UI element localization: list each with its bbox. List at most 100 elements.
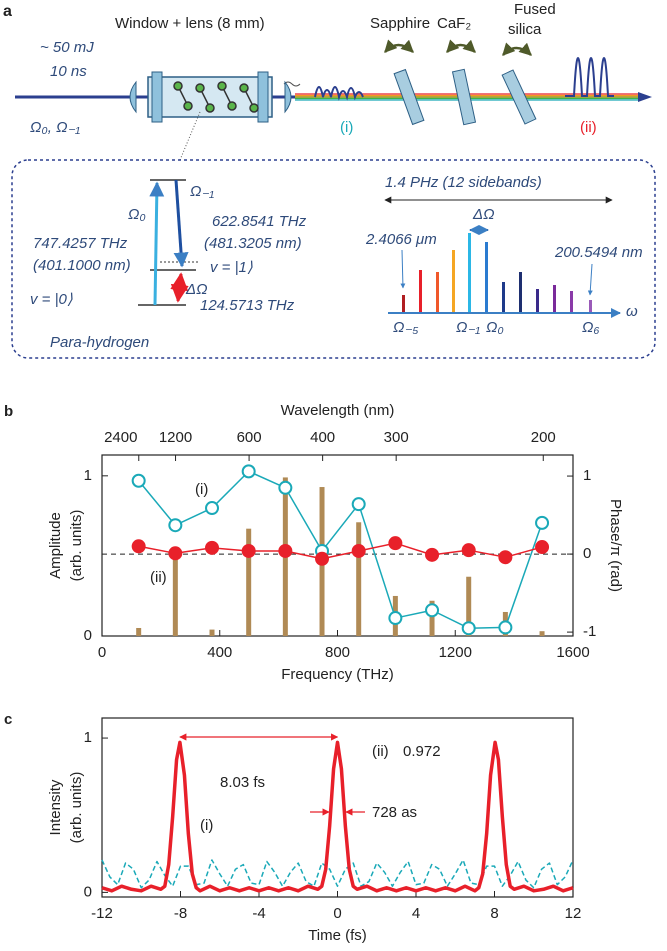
marker [278, 543, 293, 558]
state-label: v = |1⟩ [210, 259, 253, 276]
x-tick-label: 12 [565, 905, 582, 922]
molecules [173, 81, 259, 113]
x2-tick-label: 600 [237, 429, 262, 446]
bar [539, 631, 545, 636]
series-label: (ii) [372, 743, 389, 760]
medium-label: Para-hydrogen [50, 334, 149, 351]
series-label: (ii) [150, 569, 167, 586]
annotation: 8.03 fs [220, 774, 265, 791]
bar [466, 576, 472, 636]
annotation: 0.972 [403, 743, 441, 760]
line [101, 740, 574, 893]
cell-window [257, 71, 269, 123]
bar [246, 528, 252, 636]
panel-label: b [4, 403, 13, 420]
x-tick-label: -12 [91, 905, 113, 922]
x-tick-label: 1200 [439, 644, 472, 661]
y-tick-label: 0 [84, 883, 92, 900]
panel-label: c [4, 711, 12, 728]
series-label: (i) [200, 817, 213, 834]
pointer [400, 249, 406, 289]
window-label: Window + lens (8 mm) [115, 15, 265, 32]
marker [278, 480, 293, 495]
y2-tick-label: 1 [583, 467, 591, 484]
line [101, 859, 574, 889]
y2-tick-label: -1 [583, 623, 596, 640]
x2-tick-label: 200 [531, 429, 556, 446]
pump-arrow [149, 181, 165, 306]
marker [168, 518, 183, 533]
marker [168, 546, 183, 561]
annotation: 728 as [372, 804, 417, 821]
marker [498, 620, 513, 635]
y2-axis-label: Phase/π (rad) [607, 499, 624, 592]
delta-arrow [170, 272, 189, 303]
wavelength-label: (401.1000 nm) [33, 257, 131, 274]
pump-duration: 10 ns [50, 63, 87, 80]
level-label: Ω₀ [128, 206, 146, 223]
x2-axis-label: Wavelength (nm) [281, 402, 395, 419]
frequency-label: 622.8541 THz [212, 213, 307, 230]
y-tick-label: 1 [84, 729, 92, 746]
plate-label: CaF₂ [437, 15, 471, 32]
x-tick-label: 4 [412, 905, 420, 922]
panel-a: a Window + lens (8 mm) ~ 50 mJ 10 ns Ω₀,… [3, 1, 656, 359]
level-label: Ω₋₁ [190, 183, 214, 200]
panel-label: a [3, 3, 12, 20]
sideband-label: Ω₀ [486, 319, 504, 336]
x-tick-label: -8 [174, 905, 187, 922]
plate-label: Sapphire [370, 15, 430, 32]
x-tick-label: 1600 [556, 644, 589, 661]
pump-energy: ~ 50 mJ [40, 39, 94, 56]
marker [351, 497, 366, 512]
x2-tick-label: 1200 [159, 429, 192, 446]
marker [205, 540, 220, 555]
wavelength-label: 200.5494 nm [554, 244, 643, 261]
sideband-label: Ω₋₁ [456, 319, 480, 336]
x2-tick-label: 300 [384, 429, 409, 446]
marker [425, 603, 440, 618]
wave-i [314, 86, 364, 101]
marker [461, 543, 476, 558]
lens [129, 80, 137, 114]
x-tick-label: 0 [333, 905, 341, 922]
bar [209, 629, 215, 636]
stage-label: (ii) [580, 119, 597, 136]
y-axis-label: Amplitude [47, 512, 64, 579]
stage-label: (i) [340, 119, 353, 136]
marker [461, 621, 476, 636]
wavelength-label: (481.3205 nm) [204, 235, 302, 252]
marker [388, 611, 403, 626]
marker [535, 540, 550, 555]
x2-tick-label: 400 [310, 429, 335, 446]
sideband-label: Ω₋₅ [393, 319, 418, 336]
rotation-arrows [384, 39, 532, 56]
marker [241, 464, 256, 479]
x-tick-label: 0 [98, 644, 106, 661]
y-axis-label: (arb. units) [68, 510, 85, 582]
plates [393, 68, 537, 126]
cell-window [151, 71, 163, 123]
y-tick-label: 1 [84, 467, 92, 484]
bar [356, 522, 362, 636]
y2-tick-label: 0 [583, 545, 591, 562]
lens [284, 80, 292, 114]
x2-tick-label: 2400 [104, 429, 137, 446]
x-axis-label: Frequency (THz) [281, 666, 394, 683]
x-tick-label: 400 [207, 644, 232, 661]
bar [429, 600, 435, 636]
pointer [587, 263, 593, 296]
marker [425, 547, 440, 562]
marker [131, 539, 146, 554]
y-tick-label: 0 [84, 627, 92, 644]
zoom-line [179, 111, 201, 161]
frequency-label: 124.5713 THz [200, 297, 295, 314]
state-label: v = |0⟩ [30, 291, 73, 308]
window-mark [283, 81, 301, 87]
x-tick-label: 800 [325, 644, 350, 661]
frequency-label: 747.4257 THz [33, 235, 128, 252]
x-tick-label: -4 [252, 905, 265, 922]
x-tick-label: 8 [490, 905, 498, 922]
marker [388, 536, 403, 551]
span-label: 1.4 PHz (12 sidebands) [385, 174, 542, 191]
